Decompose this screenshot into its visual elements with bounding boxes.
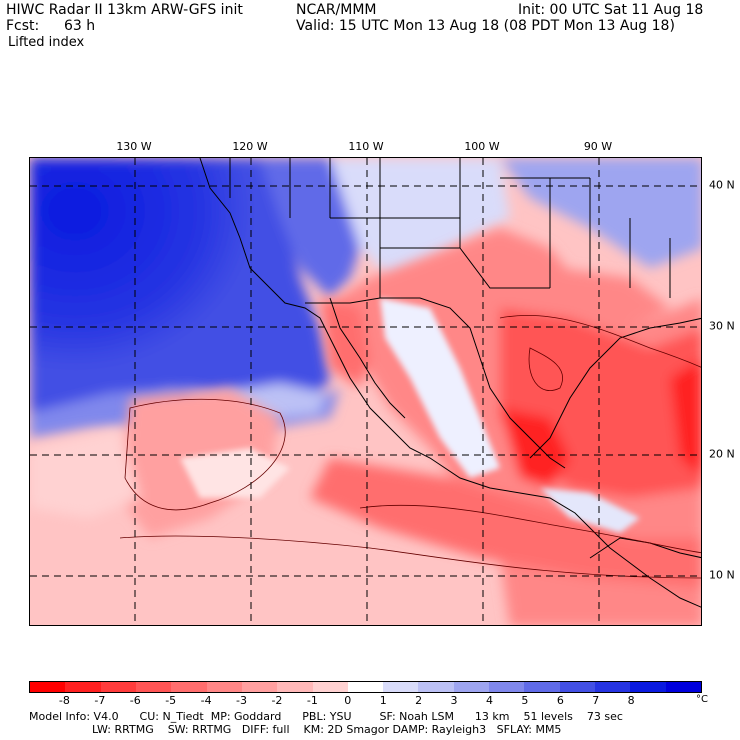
color-scale-segment [347,682,384,692]
valid-time: Valid: 15 UTC Mon 13 Aug 18 (08 PDT Mon … [296,18,675,34]
color-scale-segment [241,682,278,692]
longitude-label: 110 W [348,140,384,153]
color-scale-tick-label: -5 [165,694,177,707]
field-name: Lifted index [8,35,85,50]
color-scale-tick-label: 1 [379,694,387,707]
contour-lines [119,315,701,579]
color-scale-tick-label: 0 [344,694,352,707]
color-scale-tick-label: 3 [450,694,458,707]
color-scale-tick-label: -4 [200,694,212,707]
latitude-label: 10 N [709,568,735,582]
color-scale-tick-label: -7 [94,694,106,707]
color-scale-segment [595,682,631,692]
model-title: HIWC Radar II 13km ARW-GFS init [6,2,243,18]
neutral-region [180,298,640,533]
color-scale-segment [100,682,136,692]
color-scale-bar [29,681,702,693]
color-scale-segment [135,682,172,692]
color-scale-segment [665,682,701,692]
stable-airmass-region [30,158,701,468]
color-scale-segment [453,682,490,692]
longitude-label: 100 W [464,140,500,153]
color-scale-tick-label: 2 [415,694,423,707]
color-scale-tick-label: 5 [521,694,529,707]
forecast-hour: 63 h [64,18,96,34]
longitude-label: 130 W [116,140,152,153]
color-scale-tick-label: -2 [271,694,283,707]
color-scale-segment [206,682,242,692]
color-scale-tick-label: -1 [306,694,318,707]
color-scale-segment [489,682,525,692]
color-scale-segment [65,682,101,692]
color-scale-segment [277,682,313,692]
color-scale-tick-label: 4 [485,694,493,707]
longitude-label: 120 W [232,140,268,153]
color-scale-tick-label: -3 [236,694,247,707]
latitude-label: 30 N [709,319,735,333]
latitude-label: 20 N [709,447,735,461]
color-scale-segment [630,682,666,692]
color-scale-tick-label: 6 [556,694,564,707]
longitude-label: 90 W [583,140,613,153]
color-scale-unit: °C [696,694,708,705]
organization-label: NCAR/MMM [296,2,377,18]
color-scale-segment [559,682,595,692]
model-info-line2: LW: RRTMG SW: RRTMG DIFF: full KM: 2D Sm… [29,723,562,736]
color-scale-segment [418,682,454,692]
lat-lon-grid [30,158,701,625]
political-boundaries [199,158,701,608]
model-info-line1: Model Info: V4.0 CU: N_Tiedt MP: Goddard… [29,710,623,723]
color-scale-segment [312,682,348,692]
color-scale-tick-label: -6 [129,694,141,707]
color-scale-segment [30,682,66,692]
latitude-label: 40 N [709,178,735,192]
color-scale-tick-label: 7 [592,694,600,707]
color-scale-segment [171,682,207,692]
color-scale-segment [524,682,560,692]
forecast-label: Fcst: [6,18,40,34]
color-scale-tick-label: 8 [627,694,635,707]
color-scale-segment [383,682,419,692]
color-scale-tick-label: -8 [58,694,70,707]
map-canvas [30,158,701,625]
lifted-index-map [29,157,702,626]
init-time: Init: 00 UTC Sat 11 Aug 18 [518,2,704,18]
